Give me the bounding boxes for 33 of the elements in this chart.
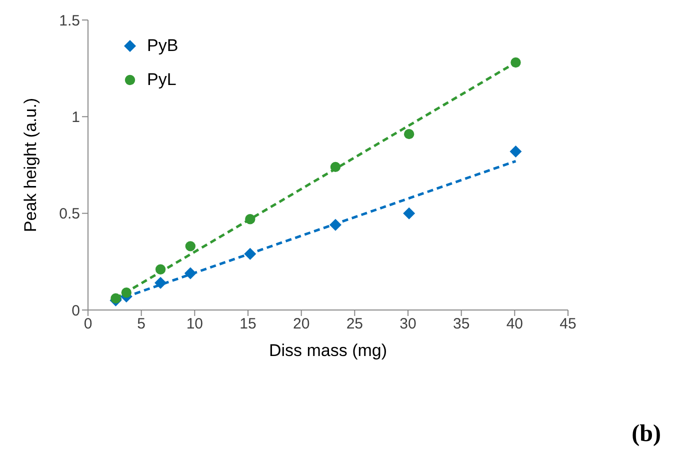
legend-label: PyB (147, 36, 178, 56)
point (510, 57, 521, 68)
point (244, 248, 256, 260)
point (510, 145, 522, 158)
point (110, 293, 121, 304)
point (329, 218, 342, 231)
text: (b) (632, 421, 661, 448)
x-tick-label: 5 (137, 316, 146, 333)
x-tick-label: 35 (452, 316, 470, 333)
y-axis-title: Peak height (a.u.) (21, 98, 40, 232)
x-tick-label: 40 (506, 316, 524, 333)
y-tick-label: 0 (72, 302, 80, 320)
x-tick-label: 30 (400, 316, 416, 333)
x-tick-label: 45 (560, 316, 576, 333)
point (154, 276, 167, 289)
x-tick-label: 0 (84, 316, 92, 333)
x-tick-label: 20 (292, 316, 310, 333)
point (404, 128, 414, 140)
point (245, 214, 256, 224)
point (155, 264, 166, 274)
point (121, 288, 132, 298)
x-axis-title: Diss mass (mg) (268, 341, 388, 360)
x-tick-label: 10 (186, 316, 204, 333)
point (184, 267, 196, 280)
point (330, 162, 341, 172)
legend-label: PyL (147, 70, 176, 90)
y-tick-label: 1 (72, 108, 80, 126)
point (185, 241, 196, 252)
x-tick-label: 15 (240, 316, 256, 333)
point (403, 207, 416, 220)
y-tick-label: 0.5 (59, 206, 80, 223)
y-tick-label: 1.5 (59, 12, 80, 30)
x-tick-label: 25 (346, 316, 364, 333)
